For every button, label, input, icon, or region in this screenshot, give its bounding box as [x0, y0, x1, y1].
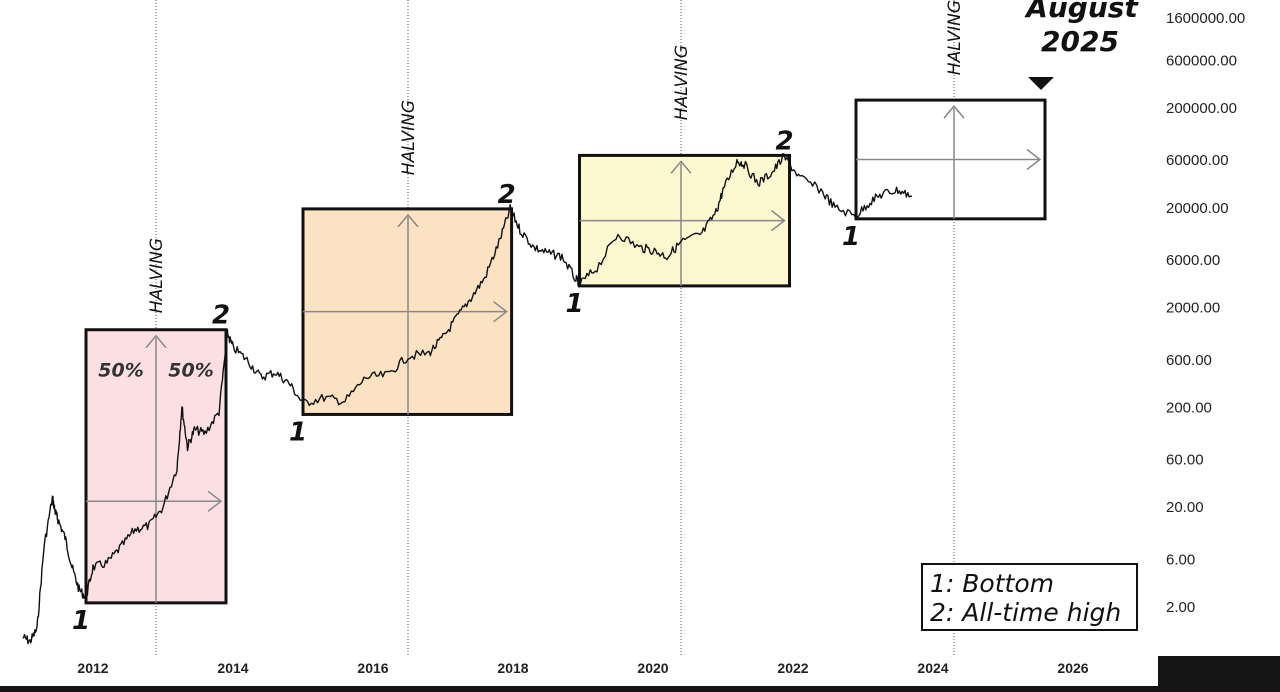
cycle-boxes [84, 98, 1047, 605]
target-annotation: August 2025 [1024, 0, 1139, 90]
arrow-up-icon [670, 160, 692, 174]
cycle-bottom-marker: 1 [72, 606, 90, 636]
halving-label: HALVING [399, 100, 419, 175]
cycle-labels: 1 2 50% 50% 1 2 1 2 1 [72, 126, 860, 635]
y-tick-label: 6.00 [1166, 551, 1195, 568]
arrow-right-icon [1026, 148, 1042, 171]
y-tick-label: 20.00 [1166, 499, 1204, 516]
x-tick-label: 2014 [217, 660, 248, 676]
y-tick-label: 60000.00 [1166, 152, 1229, 169]
legend-entry-bottom: 1: Bottom [930, 569, 1054, 598]
pct-label-left: 50% [98, 360, 143, 382]
y-tick-label: 20000.00 [1166, 200, 1229, 217]
target-label-month: August [1024, 0, 1139, 24]
y-tick-label: 6000.00 [1166, 252, 1220, 269]
pct-label-right: 50% [168, 360, 213, 382]
y-tick-label: 2000.00 [1166, 300, 1220, 317]
arrow-up-icon [943, 104, 965, 119]
halving-label: HALVING [945, 0, 965, 75]
arrow-right-icon [493, 301, 508, 323]
x-axis: 2012 2014 2016 2018 2020 2022 2024 2026 [77, 660, 1088, 676]
arrow-up-icon [145, 334, 167, 349]
halving-label: HALVING [672, 45, 692, 120]
x-tick-label: 2024 [917, 660, 948, 676]
arrow-up-icon [397, 213, 419, 228]
axis-panel-right [1158, 0, 1280, 656]
cycle-ath-marker: 2 [212, 301, 230, 331]
y-tick-label: 600.00 [1166, 352, 1212, 369]
x-tick-label: 2016 [357, 660, 388, 676]
target-arrow-icon [1028, 77, 1054, 90]
arrow-right-icon [207, 490, 223, 512]
cycle-ath-marker: 2 [498, 180, 516, 210]
x-tick-label: 2020 [637, 660, 668, 676]
cycle-ath-marker: 2 [776, 126, 794, 156]
x-tick-label: 2018 [497, 660, 528, 676]
legend-entry-ath: 2: All-time high [930, 598, 1121, 627]
arrow-right-icon [771, 210, 786, 232]
price-series [22, 153, 913, 645]
legend: 1: Bottom 2: All-time high [921, 563, 1138, 631]
x-tick-label: 2022 [777, 660, 808, 676]
y-tick-label: 600000.00 [1166, 52, 1237, 69]
legend-box [921, 563, 1138, 631]
cycle-bottom-marker: 1 [842, 222, 860, 252]
x-tick-label: 2026 [1057, 660, 1088, 676]
y-tick-label: 2.00 [1166, 599, 1195, 616]
cycle-bottom-marker: 1 [566, 289, 584, 319]
target-label-year: 2025 [1041, 25, 1119, 58]
axis-panel-bottom [0, 656, 1158, 686]
y-axis: 1600000.00 600000.00 200000.00 60000.00 2000… [1166, 10, 1245, 616]
y-tick-label: 60.00 [1166, 452, 1204, 469]
halving-label: HALVING [147, 238, 167, 313]
y-tick-label: 200000.00 [1166, 100, 1237, 117]
cycle-bottom-marker: 1 [289, 417, 307, 447]
y-tick-label: 1600000.00 [1166, 10, 1245, 27]
price-line [22, 153, 913, 645]
x-tick-label: 2012 [77, 660, 108, 676]
y-tick-label: 200.00 [1166, 399, 1212, 416]
